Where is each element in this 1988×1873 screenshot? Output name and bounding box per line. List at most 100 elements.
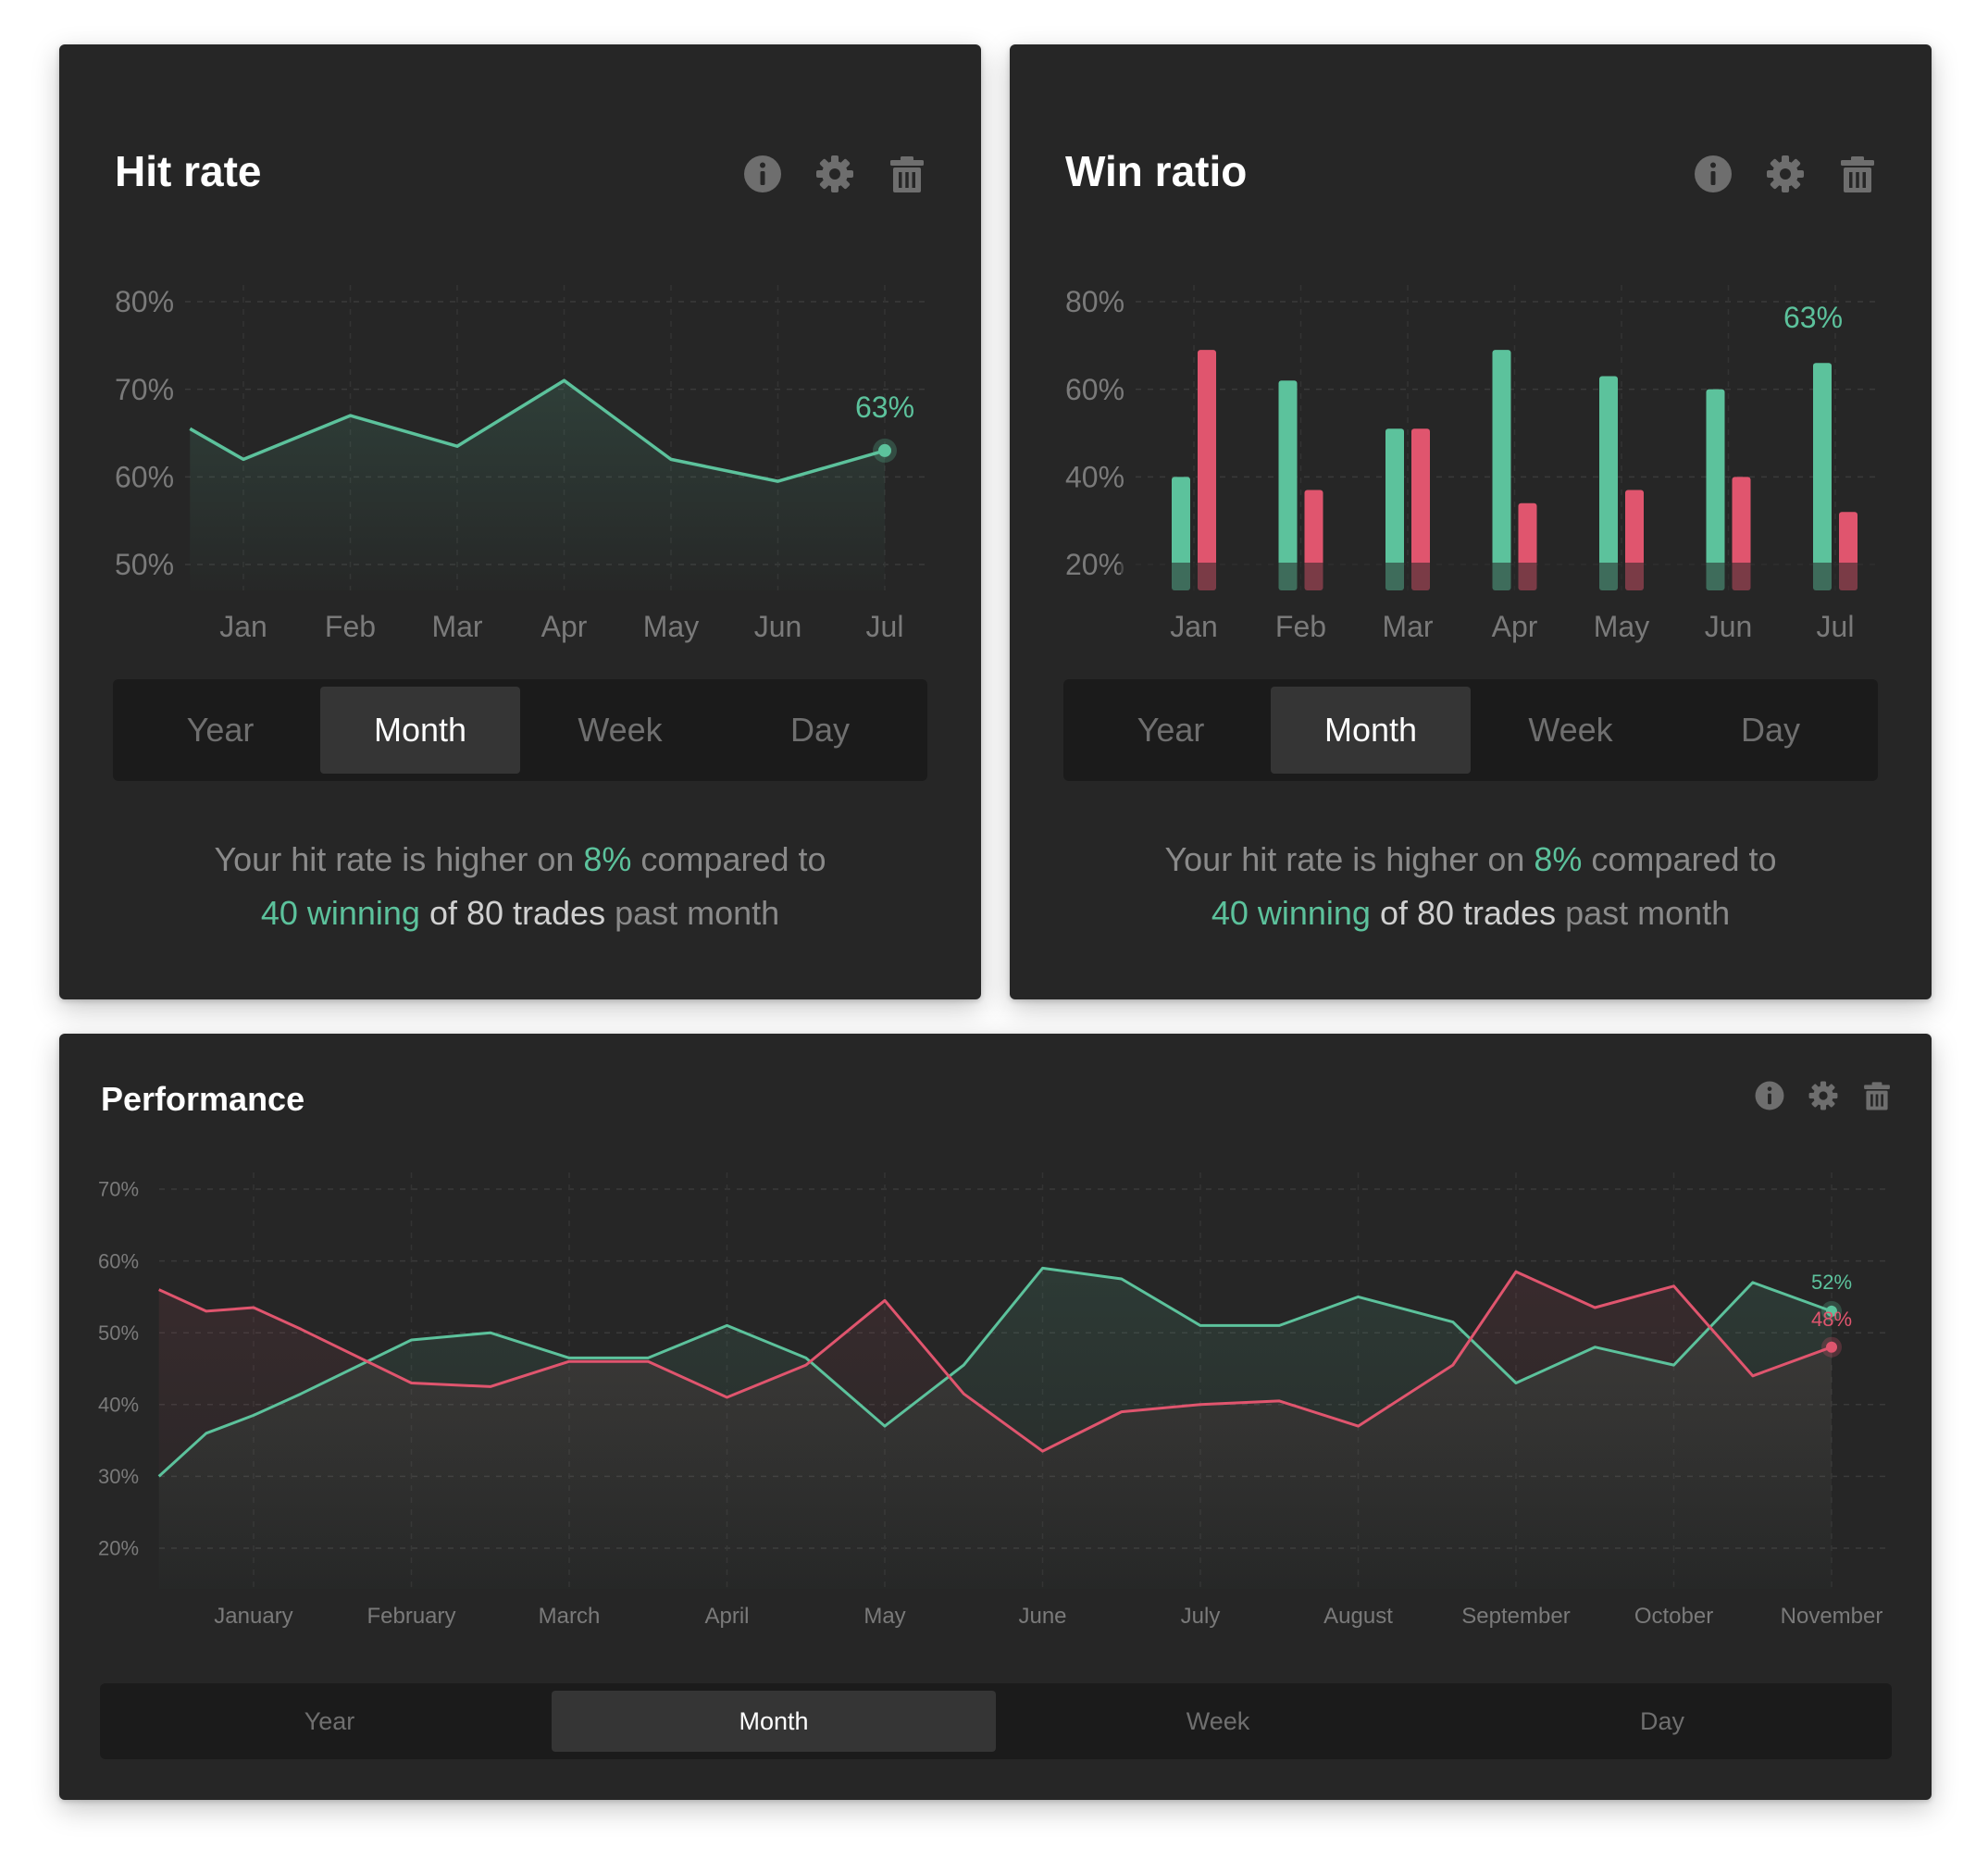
- summary-part: Your hit rate is higher on: [1164, 840, 1534, 878]
- y-tick-label: 70%: [98, 1178, 139, 1201]
- x-tick-label: September: [1461, 1604, 1570, 1629]
- x-tick-label: April: [704, 1604, 749, 1629]
- series-line: [189, 378, 886, 483]
- tab-year[interactable]: Year: [1137, 711, 1205, 749]
- summary-highlight: 8%: [1534, 840, 1583, 878]
- x-tick-label: Jul: [1817, 610, 1855, 643]
- x-tick-label: Apr: [1492, 610, 1538, 643]
- bar-green: [1706, 389, 1725, 590]
- tab-month[interactable]: Month: [320, 687, 520, 774]
- end-value-label: 52%: [1811, 1271, 1852, 1294]
- x-tick-label: Mar: [431, 610, 482, 643]
- summary-part: of 80 trades: [1370, 894, 1557, 932]
- tab-year[interactable]: Year: [186, 711, 255, 749]
- bar-green: [1599, 376, 1618, 590]
- info-icon[interactable]: [742, 154, 783, 194]
- y-tick-label: 20%: [98, 1537, 139, 1560]
- series-area: [190, 380, 885, 590]
- period-selector: Year Month Week Day: [100, 1683, 1892, 1759]
- x-tick-label: Jun: [754, 610, 802, 643]
- summary-part: past month: [605, 894, 780, 932]
- win-ratio-card: Win ratio 20% 40% 60% 80% Jan Feb Mar Apr May Jun…: [1010, 44, 1932, 999]
- bar-green: [1278, 380, 1298, 590]
- gear-icon[interactable]: [1765, 154, 1806, 194]
- info-icon[interactable]: [1754, 1080, 1785, 1111]
- x-tick-label: Mar: [1382, 610, 1433, 643]
- gear-icon[interactable]: [1808, 1080, 1839, 1111]
- summary-part: compared to: [631, 840, 826, 878]
- end-value-label: 48%: [1811, 1308, 1852, 1331]
- bar-green: [1813, 363, 1832, 590]
- baseline-fade: [1121, 563, 1889, 600]
- card-actions: [742, 154, 927, 194]
- x-tick-label: July: [1181, 1604, 1221, 1629]
- tab-day[interactable]: Day: [1740, 711, 1801, 749]
- tab-day[interactable]: Day: [1639, 1706, 1684, 1735]
- y-tick-label: 60%: [1065, 373, 1124, 406]
- summary-text: Your hit rate is higher on 8% compared t…: [59, 833, 981, 940]
- end-point: [1826, 1341, 1837, 1353]
- x-tick-label: Jan: [219, 610, 267, 643]
- card-actions: [1693, 154, 1878, 194]
- win-ratio-chart: 20% 40% 60% 80% Jan Feb Mar Apr May Jun Jul 63%: [1065, 285, 1889, 643]
- end-value-label: 63%: [855, 391, 914, 424]
- card-title: Hit rate: [115, 147, 262, 195]
- x-tick-label: May: [864, 1604, 905, 1629]
- trash-icon[interactable]: [1861, 1080, 1893, 1111]
- summary-part: of 80 trades: [419, 894, 606, 932]
- performance-chart: 20% 30% 40% 50% 60% 70% January February March Ap…: [98, 1172, 1887, 1629]
- summary-part: past month: [1556, 894, 1731, 932]
- series-green-line: [157, 1266, 1833, 1478]
- tab-day[interactable]: Day: [789, 711, 851, 749]
- y-tick-label: 60%: [98, 1249, 139, 1272]
- y-tick-label: 80%: [1065, 285, 1124, 318]
- x-tick-label: May: [643, 610, 699, 643]
- x-tick-label: Jan: [1170, 610, 1218, 643]
- y-tick-label: 60%: [115, 461, 174, 494]
- x-tick-label: June: [1018, 1604, 1066, 1629]
- x-tick-label: March: [539, 1604, 601, 1629]
- hit-rate-chart: 50% 60% 70% 80% Jan Feb Mar Apr May Jun Jul 63%: [115, 285, 929, 643]
- x-tick-label: Feb: [325, 610, 376, 643]
- card-title: Performance: [101, 1080, 305, 1118]
- x-tick-label: February: [367, 1604, 455, 1629]
- end-point: [1826, 1305, 1837, 1317]
- x-tick-label: May: [1594, 610, 1649, 643]
- tab-week[interactable]: Week: [1186, 1706, 1250, 1735]
- trash-icon[interactable]: [887, 154, 927, 194]
- x-tick-label: Apr: [541, 610, 588, 643]
- bar-green: [1385, 428, 1404, 590]
- period-selector: Year Month Week Day: [113, 679, 927, 781]
- x-tick-label: January: [214, 1604, 292, 1629]
- card-title: Win ratio: [1065, 147, 1248, 195]
- x-tick-label: August: [1323, 1604, 1393, 1629]
- tab-week[interactable]: Week: [578, 711, 663, 749]
- performance-card: Performance 20% 30% 40% 50% 60% 70% January Feb…: [59, 1034, 1932, 1800]
- summary-part: Your hit rate is higher on: [214, 840, 584, 878]
- card-actions: [1754, 1080, 1893, 1111]
- series-area: [158, 1271, 1833, 1589]
- gear-icon[interactable]: [814, 154, 855, 194]
- summary-highlight: 8%: [583, 840, 632, 878]
- tab-year[interactable]: Year: [304, 1706, 355, 1735]
- x-tick-label: Jun: [1705, 610, 1753, 643]
- hit-rate-card: Hit rate 50% 60% 70% 80% Jan Feb Mar Apr May Jun J…: [59, 44, 981, 999]
- summary-highlight: 40 winning: [260, 894, 420, 932]
- trash-icon[interactable]: [1837, 154, 1878, 194]
- series-red-line: [158, 1270, 1833, 1453]
- y-tick-label: 80%: [115, 285, 174, 318]
- x-tick-label: November: [1781, 1604, 1883, 1629]
- end-point: [878, 443, 891, 457]
- y-tick-label: 50%: [98, 1321, 139, 1345]
- tab-month[interactable]: Month: [1271, 687, 1471, 774]
- x-tick-label: October: [1634, 1604, 1713, 1629]
- bar-red: [1411, 428, 1430, 590]
- x-tick-label: Feb: [1275, 610, 1326, 643]
- y-tick-label: 40%: [1065, 461, 1124, 494]
- summary-part: compared to: [1582, 840, 1777, 878]
- info-icon[interactable]: [1693, 154, 1733, 194]
- tab-month[interactable]: Month: [552, 1691, 996, 1752]
- y-tick-label: 70%: [115, 373, 174, 406]
- bar-red: [1732, 477, 1751, 590]
- tab-week[interactable]: Week: [1528, 711, 1613, 749]
